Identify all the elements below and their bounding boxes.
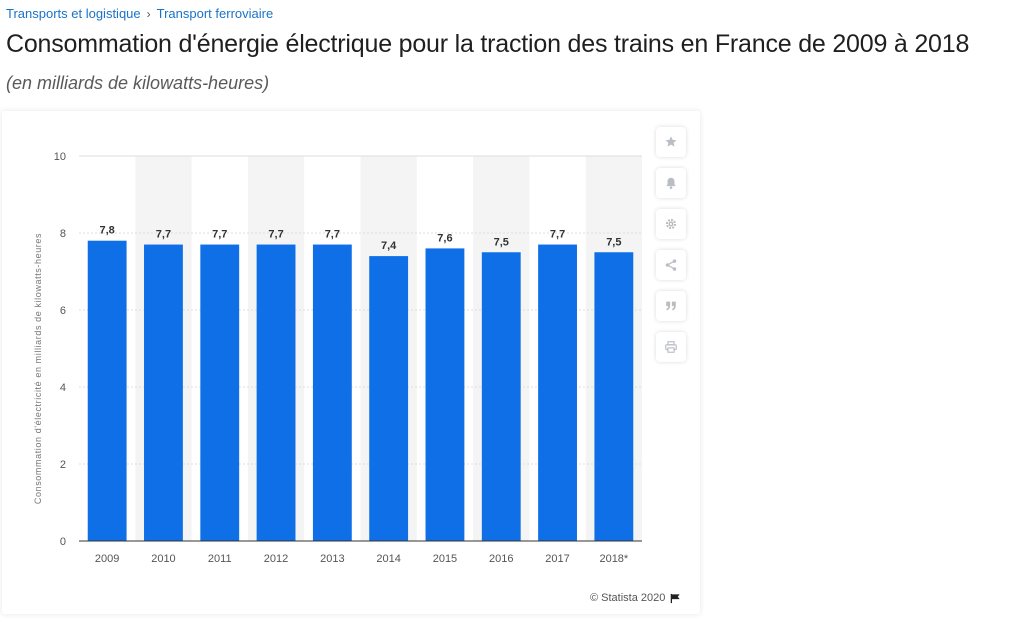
- data-label: 7,5: [606, 236, 621, 248]
- bar-2011: [200, 244, 240, 542]
- x-tick-label: 2018*: [599, 553, 628, 565]
- breadcrumb-link-transport-ferroviaire[interactable]: Transport ferroviaire: [156, 6, 274, 21]
- breadcrumb: Transports et logistique › Transport fer…: [6, 6, 273, 21]
- bar-2016: [481, 252, 521, 541]
- bar-2010: [144, 244, 183, 542]
- bar-chart: 0 2 4 6 8 10 Consommation d'électricité en mil…: [33, 151, 642, 565]
- breadcrumb-link-transports-logistique[interactable]: Transports et logistique: [6, 6, 141, 21]
- chart-card: 0 2 4 6 8 10 Consommation d'électricité en mil…: [2, 111, 700, 614]
- bar-2018*: [594, 252, 634, 541]
- y-tick-label: 4: [60, 382, 66, 394]
- data-label: 7,7: [550, 229, 565, 241]
- y-axis-title: Consommation d'électricité en milliards …: [33, 233, 43, 504]
- bar-2017: [538, 244, 577, 542]
- quote-icon: [666, 301, 676, 311]
- y-tick-label: 2: [60, 459, 66, 471]
- page-subtitle: (en milliards de kilowatts-heures): [6, 73, 270, 93]
- credit-text[interactable]: © Statista 2020: [590, 592, 666, 604]
- x-tick-label: 2016: [489, 553, 513, 565]
- bell-icon: [666, 177, 676, 189]
- share-button[interactable]: [656, 250, 686, 280]
- x-tick-label: 2017: [545, 553, 569, 565]
- x-tick-label: 2013: [320, 553, 344, 565]
- x-tick-label: 2015: [433, 553, 457, 565]
- star-icon: [665, 136, 677, 147]
- share-icon: [665, 259, 677, 271]
- notification-button[interactable]: [656, 168, 686, 198]
- bar-2014: [369, 256, 409, 541]
- data-label: 7,7: [156, 229, 171, 241]
- print-button[interactable]: [656, 332, 686, 362]
- statista-credit: © Statista 2020: [590, 592, 681, 604]
- data-label: 7,5: [494, 236, 509, 248]
- data-label: 7,7: [212, 229, 227, 241]
- breadcrumb-separator: ›: [146, 6, 151, 21]
- y-tick-label: 6: [60, 305, 66, 317]
- bar-2009: [87, 240, 127, 541]
- bar-2015: [425, 248, 465, 541]
- print-icon: [665, 341, 677, 353]
- favorite-button[interactable]: [656, 127, 686, 157]
- y-tick-label: 10: [54, 151, 66, 163]
- y-tick-label: 0: [60, 536, 66, 548]
- x-tick-label: 2011: [208, 553, 232, 565]
- data-label: 7,7: [268, 229, 283, 241]
- bar-2012: [256, 244, 296, 542]
- x-tick-label: 2014: [376, 553, 400, 565]
- data-label: 7,4: [381, 240, 397, 252]
- x-tick-label: 2010: [151, 553, 175, 565]
- x-tick-label: 2009: [95, 553, 119, 565]
- y-tick-label: 8: [60, 228, 66, 240]
- settings-button[interactable]: [656, 209, 686, 239]
- flag-icon[interactable]: [670, 593, 681, 604]
- data-label: 7,6: [437, 232, 452, 244]
- page-title: Consommation d'énergie électrique pour l…: [6, 30, 970, 58]
- x-tick-label: 2012: [264, 553, 288, 565]
- chart-toolbar: [656, 127, 686, 362]
- data-label: 7,7: [325, 229, 340, 241]
- gear-icon: [665, 218, 677, 230]
- bar-2013: [312, 244, 352, 542]
- data-label: 7,8: [100, 225, 115, 237]
- cite-button[interactable]: [656, 291, 686, 321]
